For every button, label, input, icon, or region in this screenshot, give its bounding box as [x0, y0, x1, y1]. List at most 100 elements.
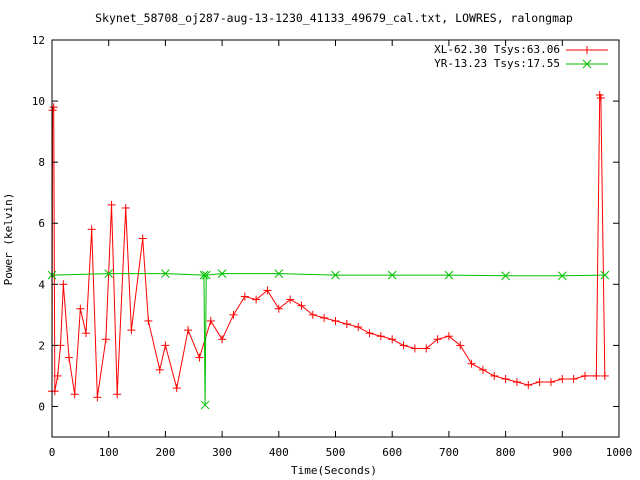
- data-point: [297, 301, 306, 310]
- x-tick-label: 1000: [606, 446, 633, 459]
- x-tick-label: 200: [155, 446, 175, 459]
- data-point: [387, 270, 397, 280]
- data-point: [600, 270, 610, 280]
- data-point: [331, 270, 340, 280]
- data-point: [410, 344, 419, 353]
- data-point: [138, 234, 147, 243]
- data-point: [535, 378, 544, 387]
- y-tick-label: 6: [38, 217, 45, 230]
- y-tick-label: 8: [38, 156, 45, 169]
- data-point: [331, 316, 340, 325]
- data-point: [200, 400, 210, 410]
- data-point: [524, 381, 533, 390]
- data-point: [195, 353, 204, 362]
- x-tick-label: 800: [496, 446, 516, 459]
- legend-marker-yr: [582, 59, 592, 69]
- data-point: [354, 323, 363, 332]
- x-tick-label: 900: [552, 446, 572, 459]
- data-point: [240, 292, 249, 301]
- data-point: [274, 269, 284, 278]
- data-point: [274, 304, 283, 313]
- data-point: [127, 326, 136, 335]
- x-tick-label: 0: [49, 446, 56, 459]
- data-point: [49, 103, 58, 112]
- data-point: [113, 390, 122, 399]
- x-tick-label: 700: [439, 446, 459, 459]
- legend-marker: [582, 59, 592, 69]
- data-point: [342, 320, 351, 329]
- data-point: [444, 270, 454, 280]
- data-point: [286, 295, 295, 304]
- data-point: [320, 313, 329, 322]
- y-tick-label: 12: [32, 34, 45, 47]
- x-tick-label: 300: [212, 446, 232, 459]
- data-point: [263, 286, 272, 295]
- data-point: [600, 371, 609, 380]
- data-point: [229, 310, 238, 319]
- data-point: [569, 374, 578, 383]
- data-point: [93, 393, 102, 402]
- data-point: [596, 94, 605, 103]
- series-0: [48, 90, 609, 402]
- data-point: [184, 326, 193, 335]
- data-point: [104, 269, 114, 278]
- data-point: [501, 271, 510, 281]
- y-axis-label: Power (kelvin): [2, 193, 15, 286]
- data-point: [388, 335, 397, 344]
- data-point: [467, 359, 476, 368]
- data-point: [82, 329, 91, 338]
- data-point: [107, 200, 116, 209]
- data-point: [399, 341, 408, 350]
- x-tick-label: 600: [382, 446, 402, 459]
- data-point: [217, 269, 227, 278]
- data-point: [206, 316, 215, 325]
- plot-area: [47, 90, 610, 410]
- data-point: [376, 332, 385, 341]
- data-point: [456, 341, 465, 350]
- data-point: [70, 390, 79, 399]
- data-point: [53, 371, 62, 380]
- data-point: [121, 203, 130, 212]
- y-tick-label: 2: [38, 339, 45, 352]
- x-tick-label: 500: [326, 446, 346, 459]
- legend-label-yr: YR-13.23 Tsys:17.55: [434, 57, 560, 70]
- x-axis-label: Time(Seconds): [291, 464, 377, 477]
- legend: XL-62.30 Tsys:63.06 YR-13.23 Tsys:17.55: [434, 43, 608, 70]
- data-point: [101, 335, 110, 344]
- data-point: [172, 384, 181, 393]
- data-point: [546, 378, 555, 387]
- series-line: [51, 273, 605, 405]
- x-tick-label: 400: [269, 446, 289, 459]
- data-point: [512, 378, 521, 387]
- chart-title: Skynet_58708_oj287-aug-13-1230_41133_496…: [95, 11, 573, 25]
- x-tick-label: 100: [99, 446, 119, 459]
- data-point: [478, 365, 487, 374]
- legend-marker-xl: [583, 46, 591, 54]
- data-point: [199, 270, 209, 280]
- data-point: [155, 365, 164, 374]
- data-point: [76, 304, 85, 313]
- data-point: [501, 374, 510, 383]
- data-point: [161, 341, 170, 350]
- legend-label-xl: XL-62.30 Tsys:63.06: [434, 43, 560, 56]
- data-point: [592, 371, 601, 380]
- data-point: [201, 270, 211, 280]
- data-point: [365, 329, 374, 338]
- y-axis: 0 2 4 6 8 10 12: [32, 34, 619, 413]
- x-axis: 0 100 200 300 400 500 600 700 800 900 1000: [49, 40, 633, 459]
- data-point: [422, 344, 431, 353]
- data-point: [308, 310, 317, 319]
- data-point: [580, 371, 589, 380]
- data-point: [161, 269, 170, 278]
- data-point: [218, 335, 227, 344]
- data-point: [144, 316, 153, 325]
- data-point: [444, 332, 453, 341]
- data-point: [65, 353, 74, 362]
- data-point: [252, 295, 261, 304]
- data-point: [557, 271, 567, 281]
- y-tick-label: 10: [32, 95, 45, 108]
- series-1: [47, 269, 610, 410]
- data-point: [87, 225, 96, 234]
